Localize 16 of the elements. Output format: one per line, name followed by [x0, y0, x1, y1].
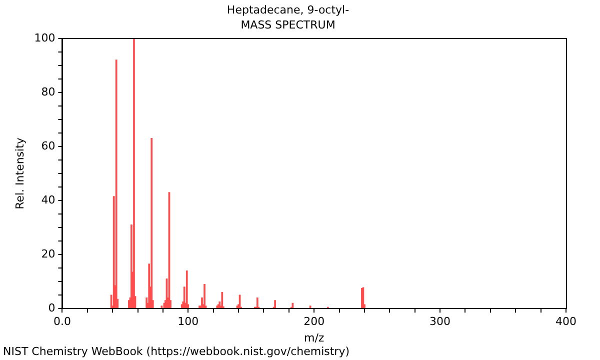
y-tick-label: 20	[41, 247, 56, 260]
y-tick-label: 100	[34, 31, 56, 44]
chart-subtitle: MASS SPECTRUM	[240, 18, 336, 32]
x-tick-label: 200	[304, 315, 325, 328]
x-tick-label: 0.0	[53, 315, 71, 328]
y-tick-label: 40	[41, 193, 56, 206]
x-tick-label: 100	[178, 315, 199, 328]
chart-title: Heptadecane, 9-octyl-	[226, 3, 350, 16]
y-tick-label: 0	[48, 301, 56, 314]
text: NIST Chemistry WebBook (https://webbook.nist.gov/chemistry)	[3, 345, 350, 358]
x-axis-title: m/z	[304, 331, 324, 344]
y-tick-label: 60	[41, 139, 56, 152]
x-tick-label: 400	[556, 315, 576, 328]
x-tick-label: 300	[430, 315, 451, 328]
y-tick-label: 80	[41, 85, 56, 98]
y-axis-title: Rel. Intensity	[13, 137, 26, 210]
